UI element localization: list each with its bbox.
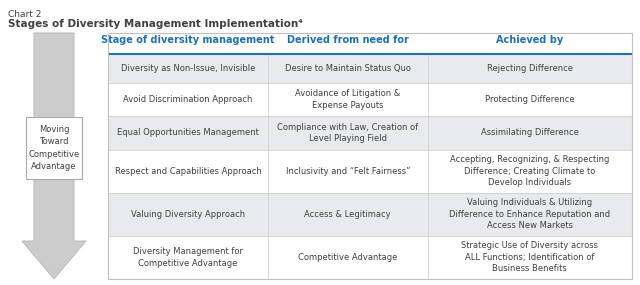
Text: Access & Legitimacy: Access & Legitimacy	[305, 210, 391, 219]
Text: Achieved by: Achieved by	[496, 35, 563, 45]
Bar	[108, 236, 632, 279]
Text: Assimilating Difference: Assimilating Difference	[481, 129, 579, 137]
Text: Diversity Management for
Competitive Advantage: Diversity Management for Competitive Adv…	[133, 247, 243, 268]
Text: Accepting, Recognizing, & Respecting
Difference; Creating Climate to
Develop Ind: Accepting, Recognizing, & Respecting Dif…	[450, 155, 609, 187]
Text: Derived from need for: Derived from need for	[287, 35, 409, 45]
Bar	[108, 150, 632, 193]
Text: Desire to Maintain Status Quo: Desire to Maintain Status Quo	[285, 64, 411, 74]
Bar	[108, 33, 632, 279]
Text: Avoid Discrimination Approach: Avoid Discrimination Approach	[124, 95, 253, 104]
Text: Strategic Use of Diversity across
ALL Functions; Identification of
Business Bene: Strategic Use of Diversity across ALL Fu…	[461, 241, 598, 273]
Text: Respect and Capabilities Approach: Respect and Capabilities Approach	[115, 167, 261, 176]
Polygon shape	[22, 33, 86, 279]
Text: Moving
Toward
Competitive
Advantage: Moving Toward Competitive Advantage	[28, 125, 79, 171]
Text: Diversity as Non-Issue, Invisible: Diversity as Non-Issue, Invisible	[121, 64, 255, 74]
Text: Protecting Difference: Protecting Difference	[485, 95, 575, 104]
Text: Stage of diversity management: Stage of diversity management	[101, 35, 275, 45]
Text: Avoidance of Litigation &
Expense Payouts: Avoidance of Litigation & Expense Payout…	[295, 89, 401, 110]
Bar	[108, 83, 632, 116]
Bar	[26, 117, 82, 179]
Text: Valuing Diversity Approach: Valuing Diversity Approach	[131, 210, 245, 219]
Text: Inclusivity and “Felt Fairness”: Inclusivity and “Felt Fairness”	[285, 167, 410, 176]
Bar	[108, 55, 632, 83]
Text: Equal Opportunities Management: Equal Opportunities Management	[117, 129, 259, 137]
Text: Compliance with Law, Creation of
Level Playing Field: Compliance with Law, Creation of Level P…	[277, 123, 419, 143]
Text: Rejecting Difference: Rejecting Difference	[487, 64, 573, 74]
Text: Competitive Advantage: Competitive Advantage	[298, 253, 397, 262]
Bar	[108, 193, 632, 236]
Text: Valuing Individuals & Utilizing
Difference to Enhance Reputation and
Access New : Valuing Individuals & Utilizing Differen…	[449, 198, 611, 230]
Text: Chart 2: Chart 2	[8, 10, 42, 19]
Bar	[108, 116, 632, 150]
Text: Stages of Diversity Management Implementation⁴: Stages of Diversity Management Implement…	[8, 19, 303, 29]
